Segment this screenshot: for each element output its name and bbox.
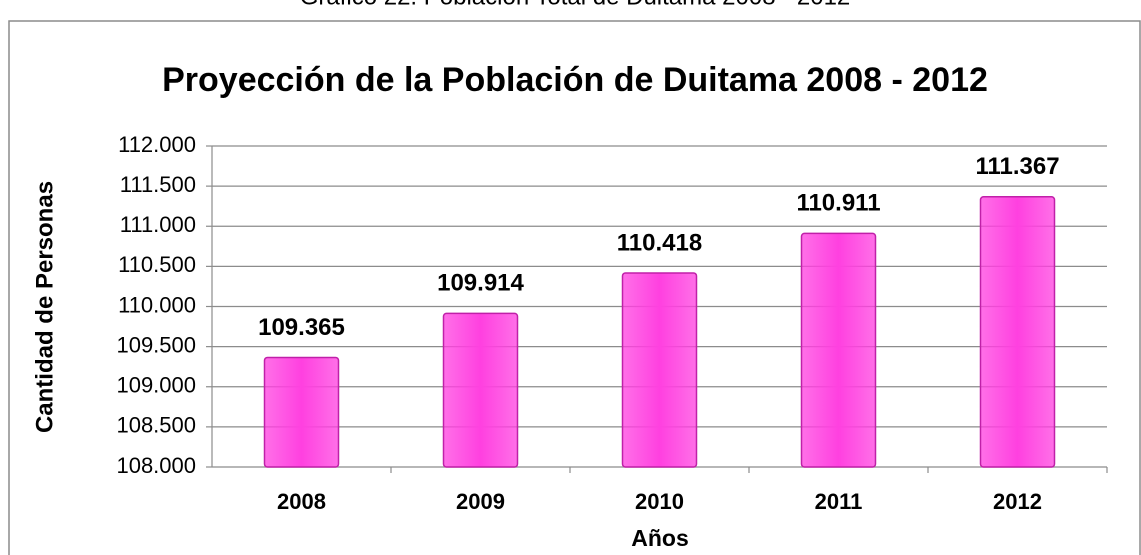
bar: [442, 312, 519, 468]
data-label: 109.914: [437, 270, 524, 297]
data-label: 110.911: [796, 190, 880, 217]
y-tick-label: 109.000: [116, 373, 196, 398]
data-label: 109.365: [258, 314, 345, 341]
y-tick-label: 111.500: [120, 172, 196, 197]
y-tick-label: 111.000: [120, 212, 196, 237]
caption: Gráfico 22. Población Total de Duitama 2…: [300, 0, 851, 10]
chart-frame: [8, 20, 1141, 555]
bar: [979, 196, 1056, 468]
x-tick-label: 2009: [456, 489, 505, 514]
data-label: 110.418: [617, 229, 702, 256]
x-axis-label: Años: [631, 525, 689, 551]
y-tick-label: 109.500: [116, 332, 196, 357]
y-tick-label: 110.000: [118, 292, 196, 317]
x-tick-label: 2011: [815, 489, 863, 514]
y-tick-label: 108.000: [116, 453, 196, 478]
bar: [263, 356, 340, 468]
y-tick-label: 110.500: [118, 252, 196, 277]
y-tick-label: 112.000: [118, 132, 196, 157]
y-tick-label: 108.500: [116, 413, 196, 438]
bar: [800, 232, 877, 468]
y-axis-label: Cantidad de Personas: [31, 181, 58, 433]
chart-title: Proyección de la Población de Duitama 20…: [162, 61, 988, 99]
x-tick-label: 2008: [277, 489, 326, 514]
x-tick-label: 2010: [635, 489, 684, 514]
data-label: 111.367: [975, 153, 1059, 180]
bar: [621, 272, 698, 468]
x-tick-label: 2012: [993, 489, 1042, 514]
